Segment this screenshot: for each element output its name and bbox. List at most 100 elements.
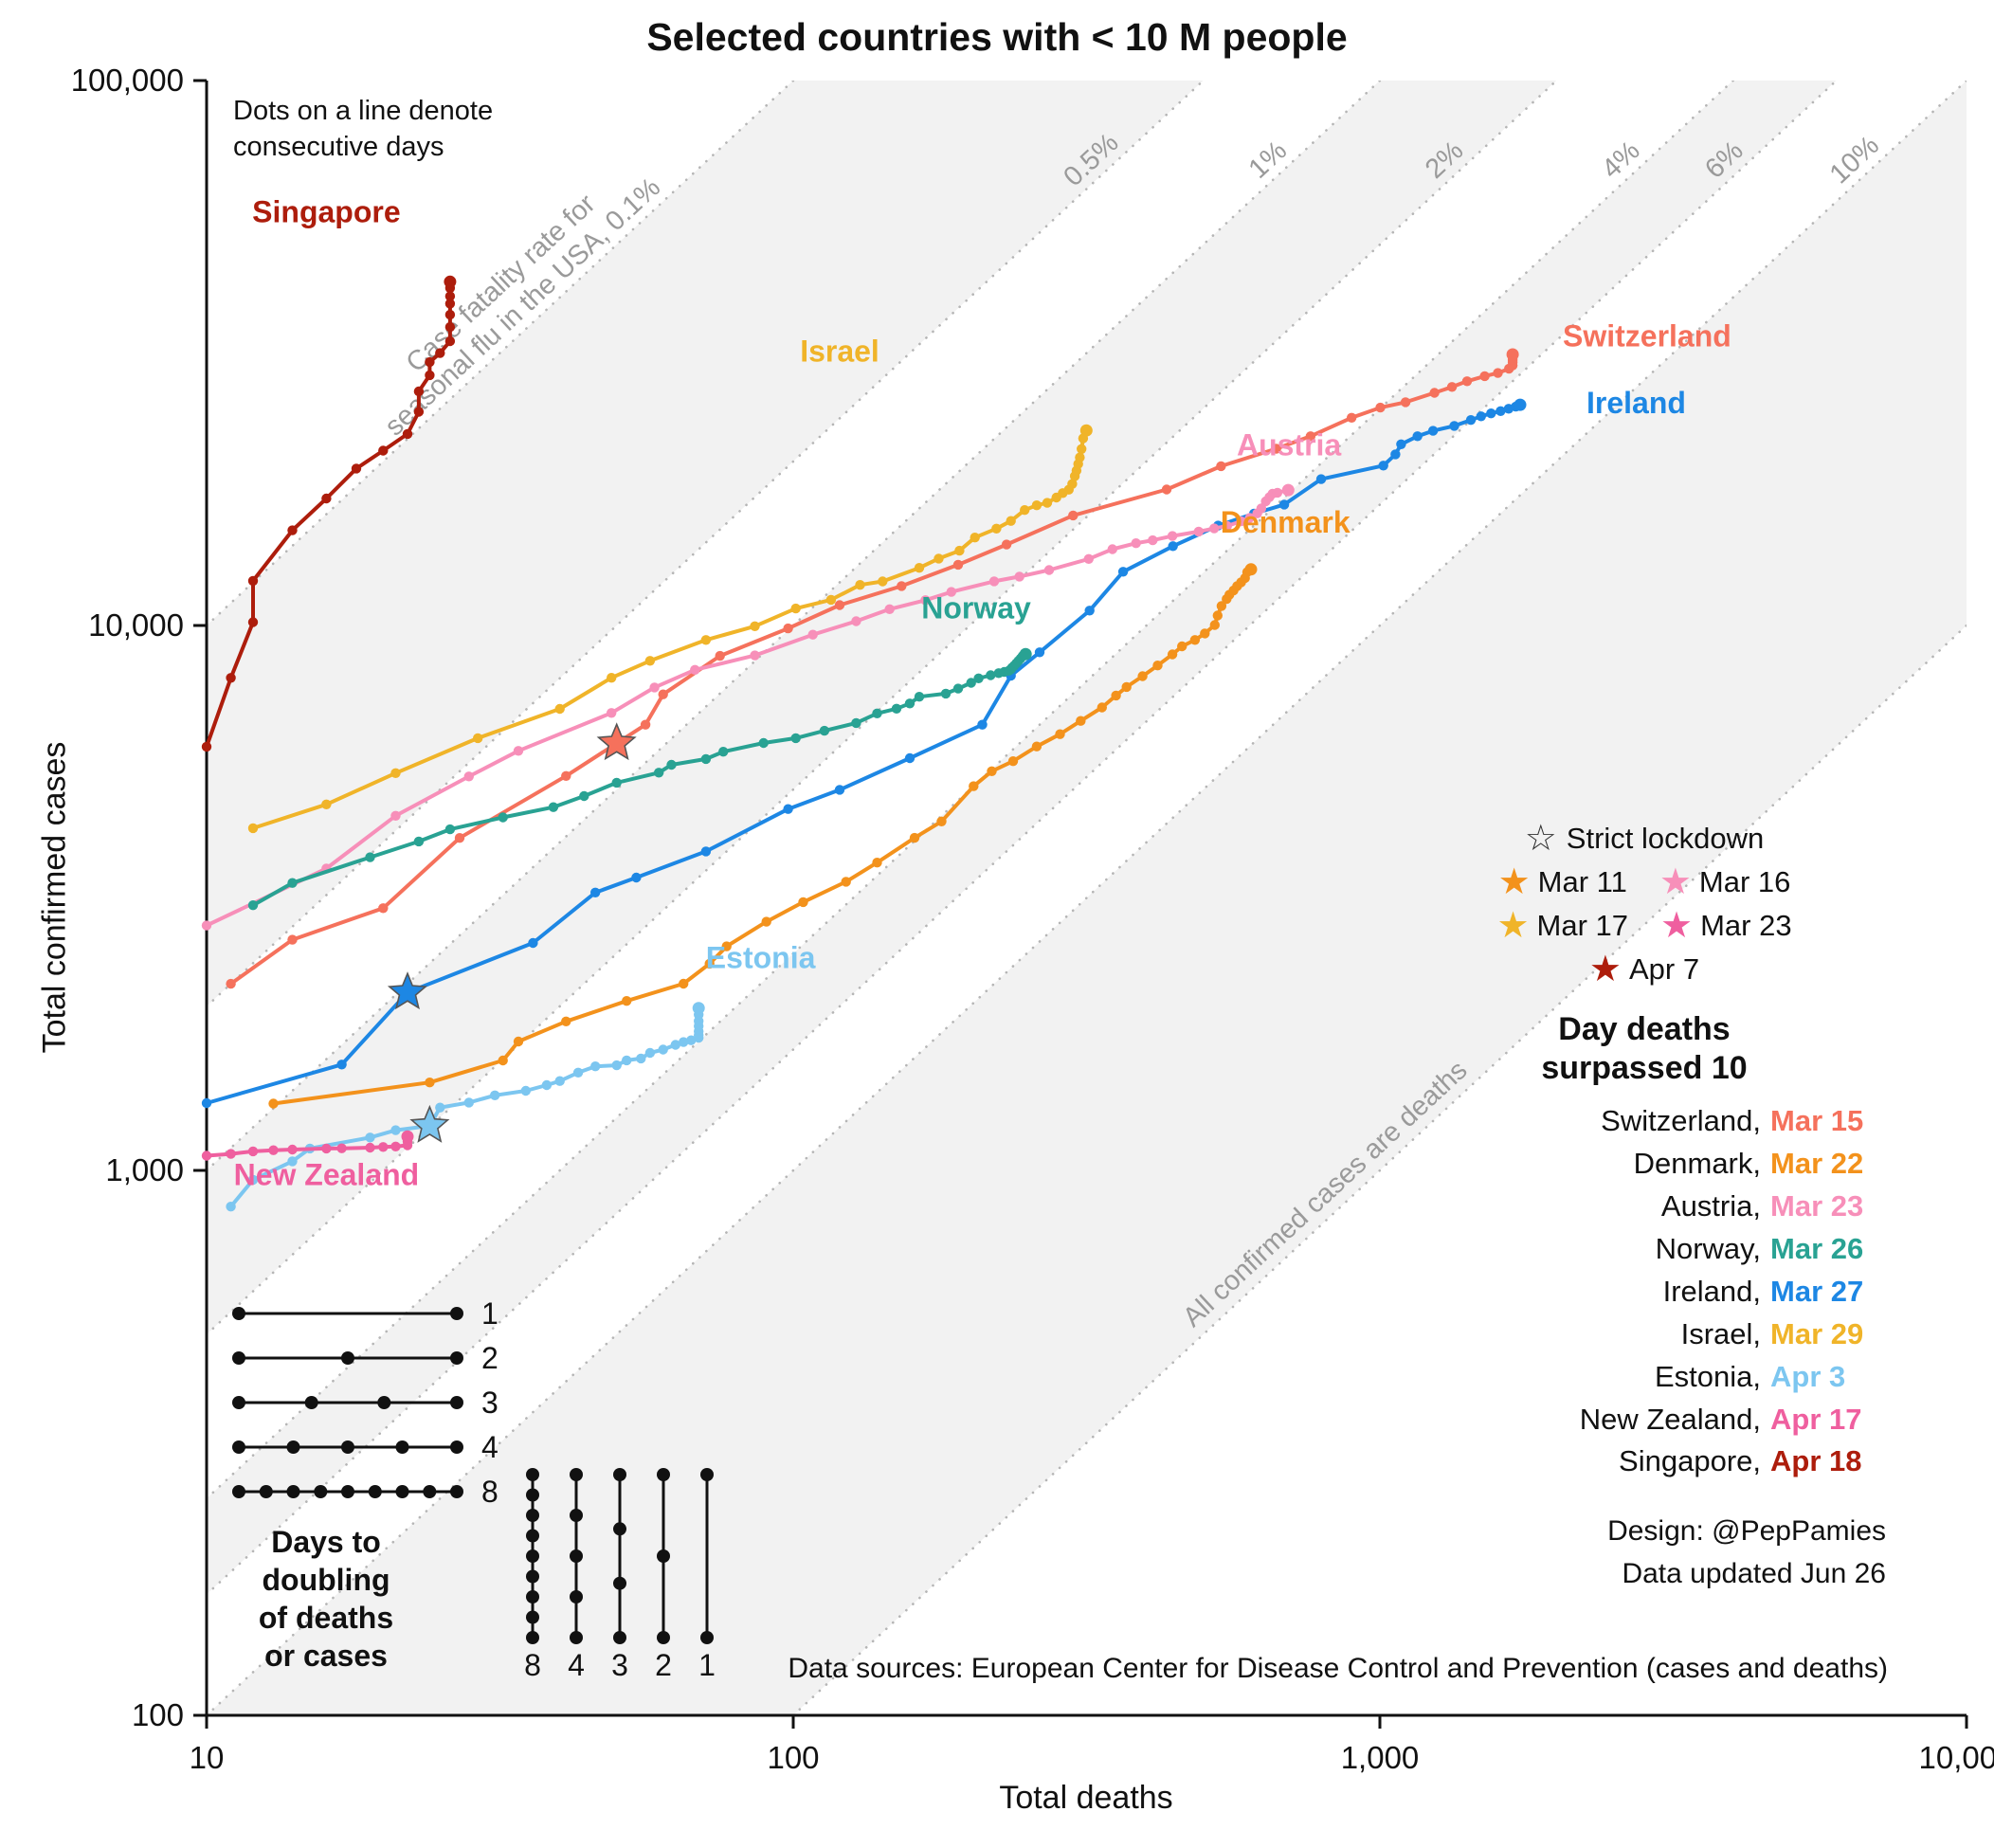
series-singapore: Singapore bbox=[201, 194, 457, 752]
lockdown-star-ireland bbox=[387, 971, 427, 1010]
deaths10-list: Switzerland, Mar 15 Denmark, Mar 22 Austria,… bbox=[1401, 1100, 1888, 1483]
country-label-norway: Norway bbox=[921, 591, 1031, 625]
country-label-estonia: Estonia bbox=[706, 941, 816, 975]
deaths10-date: Mar 29 bbox=[1770, 1316, 1864, 1350]
star-icon: ★ bbox=[1660, 906, 1694, 946]
country-label-switzerland: Switzerland bbox=[1563, 319, 1731, 353]
svg-text:3: 3 bbox=[611, 1648, 628, 1682]
series-norway: Norway bbox=[247, 591, 1032, 911]
note-line-2: consecutive days bbox=[233, 132, 444, 163]
series-austria: Austria bbox=[201, 428, 1341, 931]
svg-text:3: 3 bbox=[481, 1386, 498, 1420]
x-axis-title: Total deaths bbox=[999, 1780, 1173, 1816]
svg-text:8: 8 bbox=[524, 1648, 541, 1682]
country-label-new-zealand: New Zealand bbox=[234, 1158, 420, 1192]
lockdown-star-switzerland bbox=[596, 722, 637, 761]
star-icon: ★ bbox=[1496, 906, 1530, 946]
deaths10-row: Denmark, Mar 22 bbox=[1401, 1143, 1888, 1186]
series-switzerland: Switzerland bbox=[226, 319, 1731, 989]
deaths10-date: Apr 3 bbox=[1770, 1359, 1846, 1393]
series-new-zealand: New Zealand bbox=[201, 1130, 420, 1192]
star-icon: ★ bbox=[1659, 862, 1692, 902]
consecutive-days-note: Dots on a line denote consecutive days bbox=[233, 93, 493, 166]
lockdown-date-item: ★ Mar 16 bbox=[1659, 864, 1791, 900]
note-line-1: Dots on a line denote bbox=[233, 96, 494, 126]
y-axis-title: Total confirmed cases bbox=[36, 741, 73, 1054]
strict-lockdown-label: Strict lockdown bbox=[1566, 822, 1765, 855]
deaths10-row: New Zealand, Apr 17 bbox=[1401, 1399, 1888, 1441]
deaths10-date: Apr 17 bbox=[1770, 1402, 1862, 1436]
deaths10-country: Austria, bbox=[1660, 1188, 1761, 1223]
deaths10-row: Switzerland, Mar 15 bbox=[1401, 1100, 1888, 1143]
star-icon: ★ bbox=[1588, 950, 1622, 989]
deaths10-country: Singapore, bbox=[1619, 1444, 1761, 1478]
credits: Design: @PepPamies Data updated Jun 26 bbox=[1401, 1510, 1888, 1595]
deaths10-title-line-1: Day deaths bbox=[1558, 1011, 1731, 1047]
lockdown-date-label: Mar 16 bbox=[1698, 865, 1791, 898]
country-label-ireland: Ireland bbox=[1586, 386, 1686, 420]
deaths10-date: Mar 23 bbox=[1770, 1188, 1864, 1223]
deaths10-row: Austria, Mar 23 bbox=[1401, 1186, 1888, 1228]
design-credit: Design: @PepPamies bbox=[1607, 1515, 1886, 1548]
deaths10-row: Norway, Mar 26 bbox=[1401, 1228, 1888, 1271]
deaths10-country: Israel, bbox=[1680, 1316, 1761, 1350]
svg-text:1,000: 1,000 bbox=[105, 1152, 184, 1187]
svg-text:100: 100 bbox=[132, 1697, 184, 1732]
svg-text:or cases: or cases bbox=[264, 1639, 388, 1673]
strict-lockdown-legend-title: ☆ Strict lockdown bbox=[1401, 821, 1888, 857]
lockdown-date-item: ★ Mar 23 bbox=[1660, 908, 1792, 944]
deaths10-country: New Zealand, bbox=[1579, 1402, 1761, 1436]
country-label-singapore: Singapore bbox=[252, 194, 400, 228]
lockdown-date-item: ★ Apr 7 bbox=[1589, 951, 1699, 987]
lockdown-date-label: Mar 11 bbox=[1537, 865, 1627, 898]
deaths10-row: Ireland, Mar 27 bbox=[1401, 1271, 1888, 1314]
lockdown-date-item: ★ Mar 17 bbox=[1496, 908, 1628, 944]
svg-text:2: 2 bbox=[481, 1341, 498, 1375]
svg-text:of deaths: of deaths bbox=[259, 1601, 393, 1635]
svg-text:4: 4 bbox=[568, 1648, 585, 1682]
data-updated: Data updated Jun 26 bbox=[1622, 1558, 1886, 1590]
deaths10-date: Apr 18 bbox=[1770, 1444, 1862, 1478]
svg-text:Days to: Days to bbox=[271, 1525, 381, 1559]
svg-text:100,000: 100,000 bbox=[71, 63, 184, 98]
country-label-austria: Austria bbox=[1237, 428, 1341, 462]
deaths10-date: Mar 22 bbox=[1770, 1146, 1864, 1180]
country-label-denmark: Denmark bbox=[1221, 505, 1350, 539]
svg-text:10: 10 bbox=[190, 1740, 225, 1775]
deaths10-row: Israel, Mar 29 bbox=[1401, 1314, 1888, 1356]
lockdown-date-label: Apr 7 bbox=[1628, 952, 1700, 986]
deaths10-country: Ireland, bbox=[1662, 1274, 1761, 1308]
lockdown-date-row: ★ Mar 11 ★ Mar 16 bbox=[1401, 864, 1888, 900]
country-label-israel: Israel bbox=[800, 335, 879, 369]
data-sources: Data sources: European Center for Diseas… bbox=[788, 1653, 1888, 1684]
svg-text:100: 100 bbox=[767, 1740, 819, 1775]
series-denmark: Denmark bbox=[268, 505, 1350, 1109]
svg-text:doubling: doubling bbox=[262, 1563, 390, 1597]
svg-text:1: 1 bbox=[698, 1648, 716, 1682]
svg-text:4: 4 bbox=[481, 1430, 498, 1464]
series-israel: Israel bbox=[247, 335, 1093, 834]
legend-right: ☆ Strict lockdown ★ Mar 11 ★ Mar 16 ★ Mar 17 ★… bbox=[1401, 821, 1888, 1595]
svg-text:2: 2 bbox=[655, 1648, 672, 1682]
deaths10-date: Mar 15 bbox=[1770, 1103, 1864, 1137]
chart-title: Selected countries with < 10 M people bbox=[646, 15, 1348, 59]
svg-text:8: 8 bbox=[481, 1475, 498, 1509]
lockdown-date-label: Mar 17 bbox=[1536, 909, 1628, 942]
series-estonia: Estonia bbox=[226, 941, 816, 1212]
lockdown-star-estonia bbox=[409, 1104, 450, 1143]
deaths10-date: Mar 26 bbox=[1770, 1231, 1864, 1265]
lockdown-date-row: ★ Mar 17 ★ Mar 23 bbox=[1401, 908, 1888, 944]
svg-text:1,000: 1,000 bbox=[1341, 1740, 1420, 1775]
deaths10-country: Switzerland, bbox=[1601, 1103, 1761, 1137]
deaths10-country: Estonia, bbox=[1654, 1359, 1761, 1393]
lockdown-date-row: ★ Apr 7 bbox=[1401, 951, 1888, 987]
deaths10-title-line-2: surpassed 10 bbox=[1541, 1050, 1748, 1087]
deaths10-row: Estonia, Apr 3 bbox=[1401, 1356, 1888, 1399]
lockdown-dates: ★ Mar 11 ★ Mar 16 ★ Mar 17 ★ Mar 23 ★ Apr 7 bbox=[1401, 864, 1888, 987]
lockdown-outline-star-icon: ☆ bbox=[1524, 819, 1557, 859]
svg-text:10,000: 10,000 bbox=[88, 607, 184, 643]
series-ireland: Ireland bbox=[201, 386, 1686, 1109]
